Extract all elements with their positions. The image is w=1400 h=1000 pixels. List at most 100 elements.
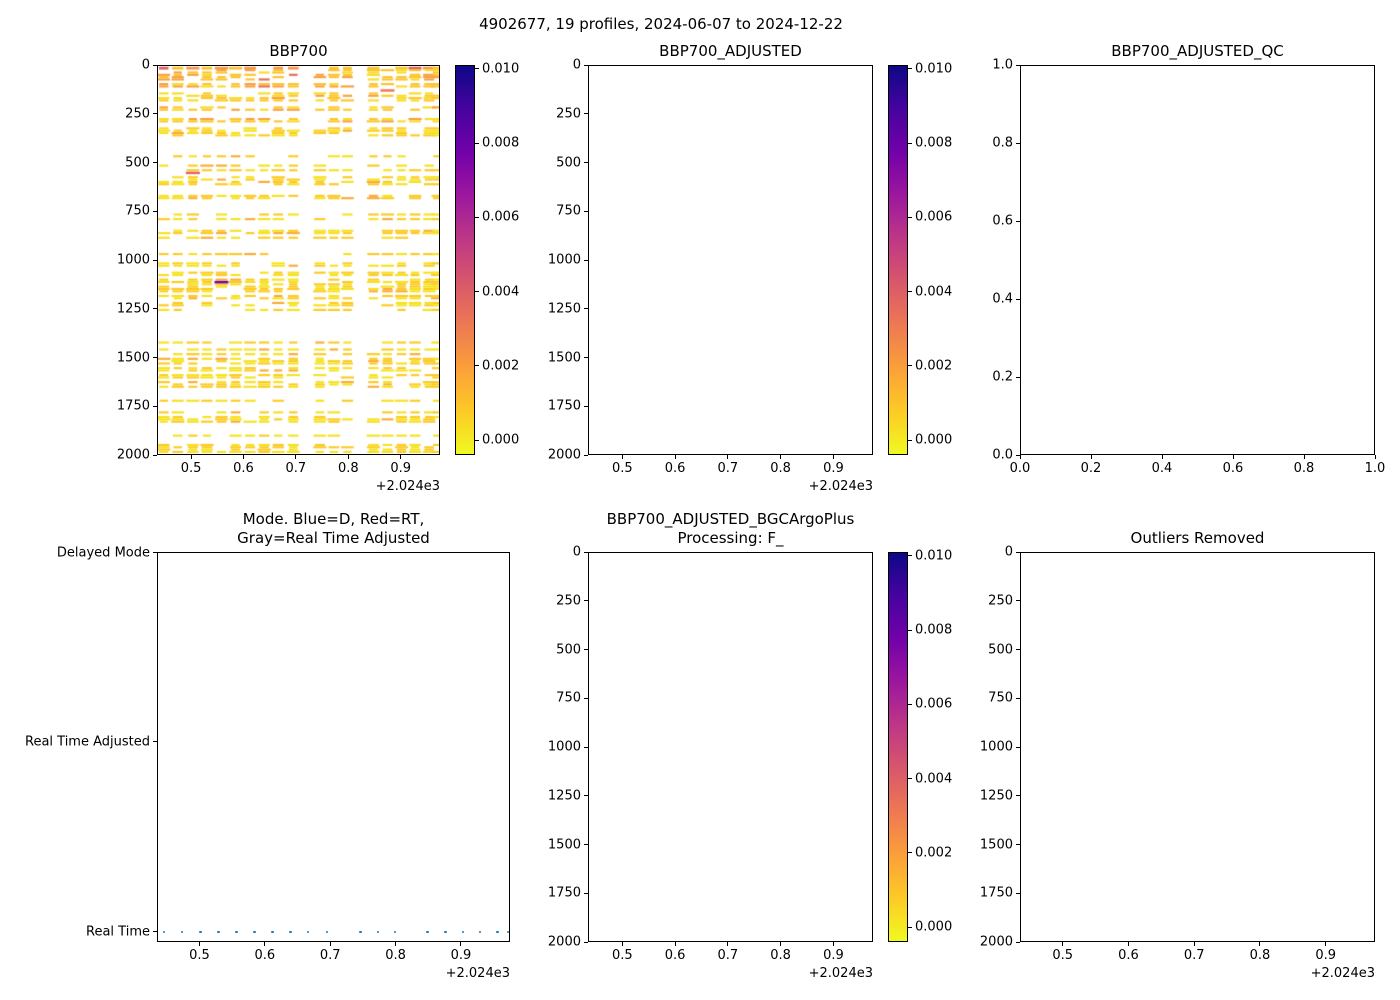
- x-tick-label: 0.9: [390, 461, 412, 476]
- subplot-title-bbp700-adjusted-qc: BBP700_ADJUSTED_QC: [1111, 41, 1284, 60]
- colorbar-tick-label: 0.000: [915, 432, 953, 448]
- y-tick-label: 0: [572, 544, 581, 560]
- x-tick-mark: [1193, 942, 1195, 946]
- y-tick-label: 0.6: [992, 213, 1013, 229]
- profile-mode-dot: [306, 930, 310, 934]
- axes-bgcargoplus: [588, 552, 873, 942]
- x-tick-mark: [832, 455, 834, 459]
- y-tick-label: 2000: [979, 934, 1013, 950]
- x-tick-mark: [347, 455, 349, 459]
- colorbar-tick-mark: [475, 291, 479, 293]
- axes-outliers-removed: [1020, 552, 1375, 942]
- y-tick-mark: [584, 795, 588, 797]
- x-tick-label: 0.8: [770, 948, 791, 963]
- x-tick-mark: [780, 942, 782, 946]
- colorbar-tick-mark: [908, 852, 912, 854]
- profile-mode-dot: [376, 930, 380, 934]
- y-tick-mark: [153, 454, 157, 456]
- x-tick-mark: [1161, 455, 1163, 459]
- colorbar-tick-mark: [908, 291, 912, 293]
- profile-mode-dot: [461, 930, 465, 934]
- y-tick-label: 500: [556, 155, 581, 170]
- colorbar-tick-mark: [908, 629, 912, 631]
- y-tick-label: 0: [572, 57, 581, 73]
- y-tick-mark: [584, 357, 588, 358]
- colorbar-tick-label: 0.004: [915, 284, 953, 300]
- x-tick-mark: [264, 942, 266, 946]
- x-tick-label: 0.6: [254, 948, 276, 963]
- x-tick-label: 0.6: [664, 948, 686, 963]
- y-tick-label: 1500: [547, 350, 581, 365]
- x-tick-label: 0.9: [823, 461, 844, 476]
- colorbar-tick-label: 0.004: [915, 771, 953, 787]
- x-tick-mark: [242, 455, 244, 459]
- colorbar-tick-mark: [908, 703, 912, 705]
- colorbar-tick-mark: [908, 142, 912, 144]
- y-tick-label: 1.0: [992, 57, 1013, 73]
- y-tick-mark: [584, 600, 588, 602]
- x-tick-mark: [329, 942, 331, 946]
- y-tick-mark: [1016, 454, 1020, 456]
- x-tick-mark: [1374, 455, 1376, 459]
- y-tick-label: 1000: [547, 739, 581, 755]
- y-tick-label: Real Time: [86, 924, 150, 940]
- x-tick-mark: [1232, 455, 1234, 459]
- y-tick-mark: [153, 210, 157, 212]
- x-offset-label: +2.024e3: [808, 479, 873, 494]
- colorbar-tick-label: 0.002: [915, 845, 953, 861]
- y-tick-label: 0.2: [992, 369, 1013, 385]
- x-tick-label: 0.2: [1080, 461, 1102, 476]
- axes-mode: [157, 552, 510, 942]
- y-tick-label: 2000: [547, 934, 581, 950]
- x-tick-mark: [400, 455, 402, 459]
- x-tick-label: 0.7: [1183, 948, 1205, 963]
- y-tick-label: 250: [556, 593, 581, 609]
- y-tick-mark: [584, 162, 588, 163]
- y-tick-mark: [584, 405, 588, 407]
- y-tick-mark: [584, 454, 588, 456]
- y-tick-label: 500: [988, 642, 1013, 657]
- y-tick-label: 750: [556, 690, 581, 706]
- y-tick-label: 1500: [547, 837, 581, 852]
- x-tick-mark: [295, 455, 297, 459]
- y-tick-mark: [1016, 649, 1020, 650]
- y-tick-label: 0.4: [992, 291, 1013, 307]
- x-tick-label: 0.7: [285, 461, 307, 476]
- x-tick-label: 0.5: [611, 948, 633, 963]
- x-tick-label: 0.4: [1151, 461, 1173, 476]
- x-tick-label: 0.5: [1052, 948, 1074, 963]
- subplot-title-outliers-removed: Outliers Removed: [1130, 528, 1265, 547]
- colorbar-tick-mark: [908, 216, 912, 218]
- y-tick-mark: [153, 931, 157, 933]
- x-tick-label: 0.9: [1315, 948, 1337, 963]
- y-tick-label: 1500: [116, 350, 150, 365]
- x-tick-label: 0.9: [450, 948, 472, 963]
- y-tick-mark: [584, 844, 588, 845]
- subplot-title-mode: Mode. Blue=D, Red=RT, Gray=Real Time Adj…: [237, 510, 430, 547]
- profile-mode-dot: [162, 930, 166, 934]
- x-tick-label: 0.6: [1222, 461, 1244, 476]
- x-tick-label: 0.7: [717, 461, 739, 476]
- colorbar-tick-label: 0.008: [915, 622, 953, 638]
- y-tick-mark: [1016, 142, 1020, 144]
- colorbar-tick-label: 0.002: [915, 358, 953, 374]
- y-tick-mark: [1016, 795, 1020, 797]
- y-tick-label: 0: [141, 57, 150, 73]
- y-tick-mark: [584, 941, 588, 943]
- colorbar-tick-label: 0.008: [915, 135, 953, 151]
- x-tick-label: 0.8: [337, 461, 359, 476]
- y-tick-label: 2000: [547, 447, 581, 463]
- x-tick-label: 0.7: [717, 948, 739, 963]
- y-tick-mark: [153, 357, 157, 358]
- x-tick-label: 0.0: [1009, 461, 1031, 476]
- x-tick-mark: [674, 455, 676, 459]
- y-tick-mark: [584, 308, 588, 310]
- colorbar-tick-label: 0.000: [915, 919, 953, 935]
- profile-mode-dot: [271, 930, 274, 934]
- colorbar-tick-mark: [475, 439, 479, 441]
- y-tick-mark: [1016, 600, 1020, 602]
- y-tick-mark: [153, 64, 157, 66]
- y-tick-mark: [153, 113, 157, 115]
- x-tick-label: 0.8: [1249, 948, 1271, 963]
- y-tick-label: 500: [556, 642, 581, 657]
